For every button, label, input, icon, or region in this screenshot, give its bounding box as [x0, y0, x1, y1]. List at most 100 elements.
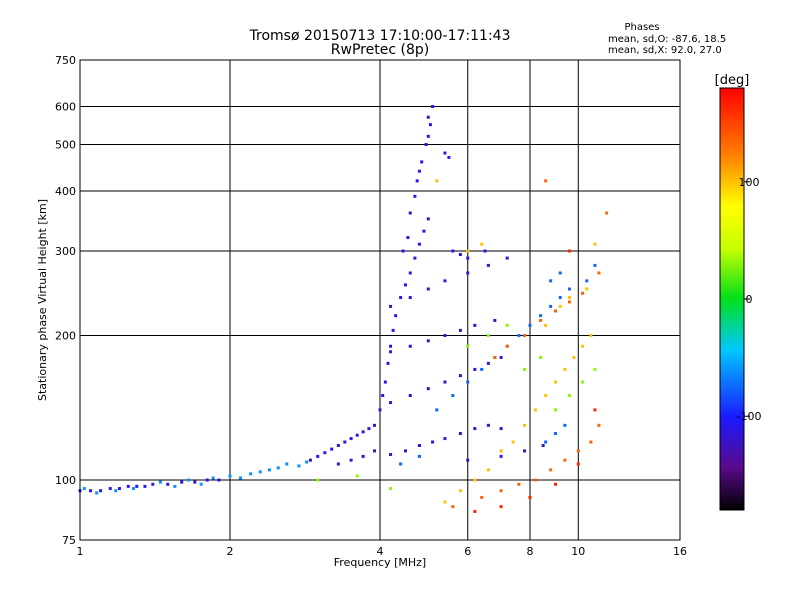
data-point [82, 487, 86, 491]
data-point [426, 217, 430, 221]
data-point [267, 468, 271, 472]
data-point [567, 287, 571, 291]
data-point [258, 470, 262, 474]
y-tick-label: 750 [55, 54, 76, 67]
chart-title: Tromsø 20150713 17:10:00-17:11:43 [249, 28, 511, 44]
data-point [158, 480, 162, 484]
data-point [585, 279, 589, 283]
data-point [585, 287, 589, 291]
data-point [349, 437, 353, 441]
data-point [493, 318, 497, 322]
colorbar-ticks: 100 0 -100 [737, 176, 762, 423]
data-point [593, 367, 597, 371]
data-point [305, 460, 309, 464]
data-point [378, 408, 382, 412]
data-point [435, 408, 439, 412]
data-point [389, 453, 393, 457]
colorbar: [deg] 100 0 -100 [715, 73, 762, 511]
data-point [401, 249, 405, 253]
data-point [576, 462, 580, 466]
y-tick-label: 500 [55, 139, 76, 152]
data-point [563, 423, 567, 427]
data-point [417, 444, 421, 448]
colorbar-label: [deg] [715, 73, 750, 88]
y-tick-label: 75 [62, 534, 76, 547]
data-point [589, 440, 593, 444]
data-point [499, 454, 503, 458]
data-point [422, 229, 426, 233]
data-point [567, 249, 571, 253]
data-point [408, 211, 412, 215]
data-point [424, 143, 428, 147]
grid [79, 59, 681, 541]
data-point [563, 458, 567, 462]
data-point [544, 394, 548, 398]
stats-heading: Phases [624, 22, 659, 33]
data-point [567, 296, 571, 300]
data-point [108, 487, 112, 491]
data-point [466, 271, 470, 275]
data-point [389, 304, 393, 308]
data-point [473, 367, 477, 371]
data-point [480, 495, 484, 499]
data-point [517, 482, 521, 486]
data-point [435, 179, 439, 183]
y-axis-ticks: 75 100 200 300 400 500 600 750 [55, 54, 76, 547]
x-axis-ticks: 1 2 4 6 8 10 16 [77, 545, 688, 558]
data-point [114, 489, 118, 493]
data-point [443, 437, 447, 441]
data-point [417, 169, 421, 173]
stats-box: Phases mean, sd,O: -87.6, 18.5 mean, sd,… [608, 22, 726, 56]
data-point [553, 482, 557, 486]
data-point [493, 355, 497, 359]
data-point [558, 271, 562, 275]
y-tick-label: 200 [55, 330, 76, 343]
data-point [499, 505, 503, 509]
data-point [408, 271, 412, 275]
data-point [581, 344, 585, 348]
data-point [505, 323, 509, 327]
data-point [426, 287, 430, 291]
data-point [505, 344, 509, 348]
data-point [117, 487, 121, 491]
data-point [480, 242, 484, 246]
data-point [443, 334, 447, 338]
data-point [443, 500, 447, 504]
data-point [483, 249, 487, 253]
chart-subtitle: RwPretec (8p) [331, 42, 429, 58]
data-point [443, 380, 447, 384]
data-point [166, 482, 170, 486]
data-point [528, 495, 532, 499]
data-point [330, 447, 334, 451]
title-block: Tromsø 20150713 17:10:00-17:11:43 RwPret… [249, 28, 511, 58]
data-point [451, 394, 455, 398]
data-point [597, 423, 601, 427]
data-point [381, 394, 385, 398]
data-point [389, 350, 393, 354]
data-point [539, 314, 543, 318]
data-point [544, 440, 548, 444]
data-point [126, 484, 130, 488]
data-point [505, 256, 509, 260]
data-point [593, 242, 597, 246]
data-point [567, 394, 571, 398]
data-point [408, 296, 412, 300]
data-point [420, 160, 424, 164]
data-point [473, 478, 477, 482]
data-point [458, 374, 462, 378]
data-point [386, 361, 390, 365]
data-point [361, 454, 365, 458]
data-point [473, 509, 477, 513]
data-point [413, 194, 417, 198]
data-point [558, 296, 562, 300]
data-point [499, 449, 503, 453]
data-point [466, 380, 470, 384]
data-point [544, 323, 548, 327]
data-point [576, 449, 580, 453]
x-axis-label: Frequency [MHz] [334, 556, 426, 569]
data-point [413, 256, 417, 260]
x-tick-label: 2 [227, 545, 234, 558]
data-point [499, 427, 503, 431]
data-point [428, 123, 432, 127]
